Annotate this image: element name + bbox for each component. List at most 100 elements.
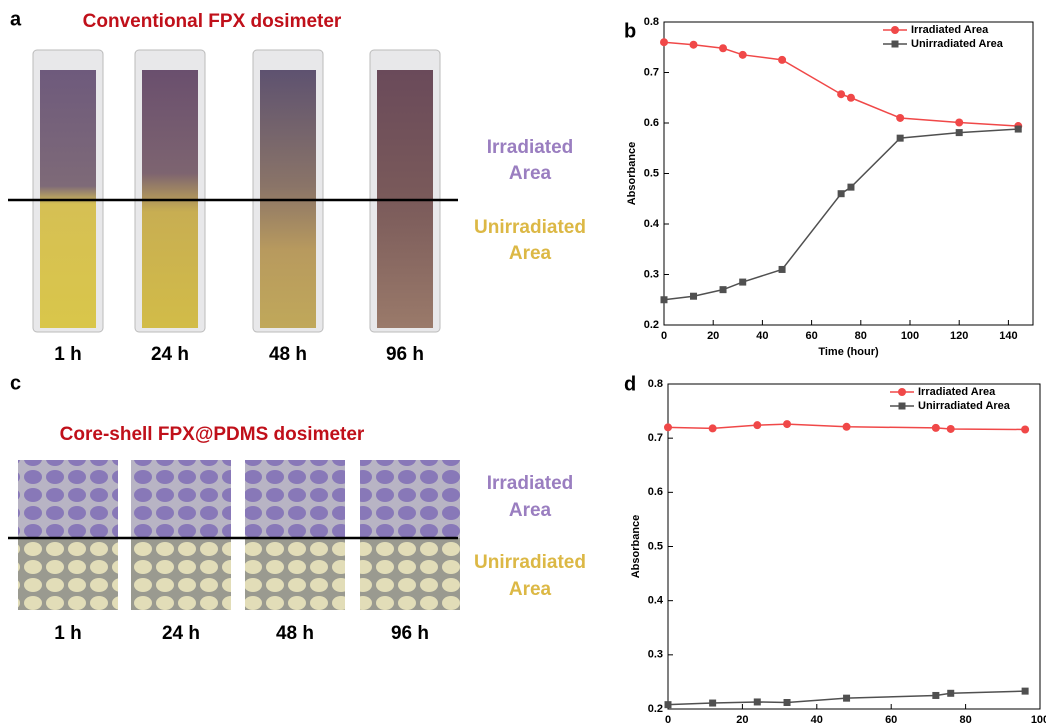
series-line bbox=[664, 42, 1018, 126]
y-tick-label: 0.6 bbox=[644, 117, 659, 129]
panel-label: d bbox=[624, 373, 636, 395]
marker bbox=[739, 279, 746, 286]
marker bbox=[709, 700, 716, 707]
legend-label: Unirradiated Area bbox=[918, 400, 1011, 412]
marker bbox=[847, 184, 854, 191]
time-labels: 1 h 24 h 48 h 96 h bbox=[54, 623, 429, 644]
legend-label: Unirradiated Area bbox=[911, 38, 1004, 50]
time-label: 24 h bbox=[151, 344, 189, 365]
tile-bottom bbox=[360, 538, 460, 610]
legend-marker bbox=[892, 41, 899, 48]
marker bbox=[896, 114, 904, 122]
x-tick-label: 80 bbox=[855, 330, 867, 342]
y-tick-label: 0.7 bbox=[644, 66, 659, 78]
tile-bottom bbox=[245, 538, 345, 610]
x-tick-label: 60 bbox=[885, 714, 897, 725]
marker bbox=[690, 41, 698, 49]
marker bbox=[955, 118, 963, 126]
cuvettes bbox=[33, 50, 440, 332]
irradiated-label: Irradiated bbox=[487, 137, 574, 158]
tile-top bbox=[131, 460, 231, 538]
y-tick-label: 0.3 bbox=[648, 649, 663, 661]
marker bbox=[784, 699, 791, 706]
unirradiated-label: Unirradiated bbox=[474, 217, 586, 238]
y-tick-label: 0.2 bbox=[648, 703, 663, 715]
irradiated-label: Area bbox=[509, 500, 552, 521]
irradiated-label: Irradiated bbox=[487, 473, 574, 494]
legend-marker bbox=[899, 403, 906, 410]
legend-label: Irradiated Area bbox=[918, 386, 996, 398]
time-label: 1 h bbox=[54, 623, 81, 644]
x-tick-label: 100 bbox=[1031, 714, 1046, 725]
x-axis-label: Time (hour) bbox=[818, 346, 879, 358]
y-axis-label: Absorbance bbox=[626, 142, 638, 206]
x-tick-label: 0 bbox=[661, 330, 667, 342]
unirradiated-label: Area bbox=[509, 579, 552, 600]
x-tick-label: 20 bbox=[707, 330, 719, 342]
marker bbox=[956, 129, 963, 136]
unirradiated-label: Area bbox=[509, 243, 552, 264]
legend-label: Irradiated Area bbox=[911, 24, 989, 36]
y-tick-label: 0.7 bbox=[648, 432, 663, 444]
time-label: 48 h bbox=[269, 344, 307, 365]
y-tick-label: 0.4 bbox=[648, 595, 664, 607]
y-tick-label: 0.4 bbox=[644, 218, 660, 230]
x-tick-label: 80 bbox=[959, 714, 971, 725]
x-tick-label: 100 bbox=[901, 330, 919, 342]
x-tick-label: 140 bbox=[999, 330, 1017, 342]
marker bbox=[660, 38, 668, 46]
marker bbox=[720, 286, 727, 293]
y-tick-label: 0.5 bbox=[644, 167, 659, 179]
plot-frame bbox=[668, 384, 1040, 709]
marker bbox=[843, 695, 850, 702]
marker bbox=[897, 135, 904, 142]
marker bbox=[932, 424, 940, 432]
tile-bottom bbox=[18, 538, 118, 610]
legend-marker bbox=[891, 26, 899, 34]
series-line bbox=[664, 129, 1018, 300]
marker bbox=[932, 692, 939, 699]
x-tick-label: 20 bbox=[736, 714, 748, 725]
marker bbox=[1021, 426, 1029, 434]
marker bbox=[665, 701, 672, 708]
x-tick-label: 60 bbox=[805, 330, 817, 342]
plot-frame bbox=[664, 22, 1033, 325]
x-tick-label: 40 bbox=[756, 330, 768, 342]
marker bbox=[661, 296, 668, 303]
tiles bbox=[18, 460, 460, 610]
marker bbox=[709, 424, 717, 432]
marker bbox=[947, 425, 955, 433]
marker bbox=[1022, 688, 1029, 695]
legend-marker bbox=[898, 388, 906, 396]
y-tick-label: 0.5 bbox=[648, 540, 663, 552]
panel-title: Conventional FPX dosimeter bbox=[83, 11, 342, 32]
x-tick-label: 40 bbox=[811, 714, 823, 725]
time-label: 24 h bbox=[162, 623, 200, 644]
marker bbox=[739, 51, 747, 59]
marker bbox=[778, 56, 786, 64]
figure: a Conventional FPX dosimeter 1 h 24 h 48 h… bbox=[0, 0, 1046, 725]
tile-top bbox=[360, 460, 460, 538]
tile-top bbox=[245, 460, 345, 538]
marker bbox=[837, 90, 845, 98]
time-label: 48 h bbox=[276, 623, 314, 644]
y-tick-label: 0.8 bbox=[648, 378, 663, 390]
marker bbox=[947, 690, 954, 697]
panel-label: b bbox=[624, 20, 636, 42]
chart: d0.20.30.40.50.60.70.8020406080100Time (… bbox=[624, 373, 1046, 725]
time-label: 96 h bbox=[391, 623, 429, 644]
marker bbox=[754, 698, 761, 705]
x-tick-label: 0 bbox=[665, 714, 671, 725]
time-label: 96 h bbox=[386, 344, 424, 365]
tile-top bbox=[18, 460, 118, 538]
marker bbox=[664, 423, 672, 431]
y-tick-label: 0.8 bbox=[644, 16, 659, 28]
unirradiated-label: Unirradiated bbox=[474, 552, 586, 573]
panel-label: a bbox=[10, 8, 22, 30]
panel-title: Core-shell FPX@PDMS dosimeter bbox=[60, 424, 365, 445]
x-tick-label: 120 bbox=[950, 330, 968, 342]
marker bbox=[1015, 126, 1022, 133]
marker bbox=[838, 190, 845, 197]
